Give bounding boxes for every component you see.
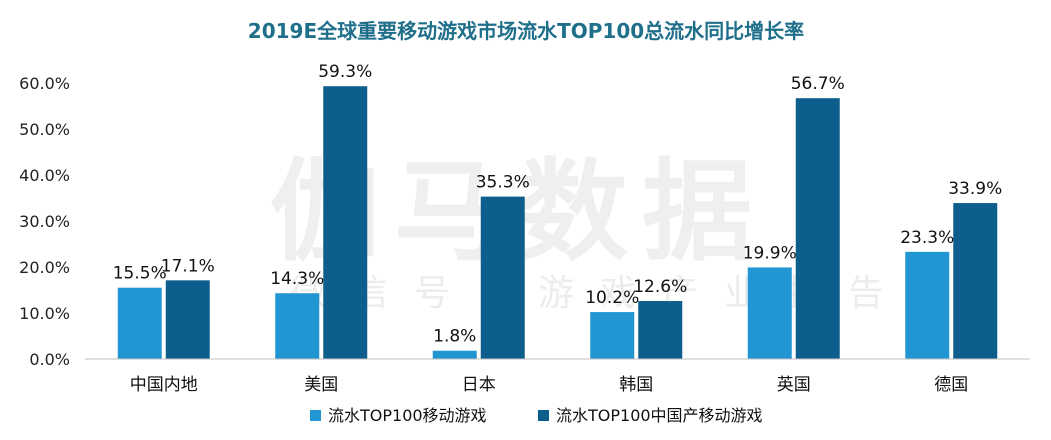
bar (953, 203, 998, 359)
bar (638, 301, 683, 359)
data-label: 33.9% (948, 179, 1002, 199)
y-tick-label: 10.0% (19, 304, 70, 323)
data-label: 59.3% (318, 62, 372, 82)
chart-title: 2019E全球重要移动游戏市场流水TOP100总流水同比增长率 (248, 19, 804, 43)
bar (795, 98, 840, 360)
bar (747, 267, 792, 359)
x-tick-label: 中国内地 (130, 375, 198, 395)
legend-swatch (310, 410, 321, 421)
bar (905, 251, 950, 359)
bar-group: 10.2%12.6% (585, 277, 687, 359)
bar (275, 293, 320, 359)
y-tick-label: 40.0% (19, 166, 70, 185)
y-tick-label: 50.0% (19, 120, 70, 139)
data-label: 17.1% (161, 256, 215, 276)
bar-group: 23.3% 33.9% (900, 179, 1002, 359)
y-tick-label: 0.0% (29, 350, 70, 369)
bar-group: 15.5%17.1% (113, 256, 215, 359)
data-label: 23.3% (900, 228, 954, 248)
data-label: 10.2% (585, 288, 639, 308)
x-tick-label: 韩国 (619, 375, 653, 395)
y-axis: 0.0% 10.0% 20.0% 30.0% 40.0% 50.0% 60.0% (19, 74, 70, 369)
legend: 流水TOP100移动游戏 流水TOP100中国产移动游戏 (310, 406, 763, 425)
legend-entry: 流水TOP100中国产移动游戏 (556, 406, 763, 425)
data-label: 14.3% (270, 269, 324, 289)
legend-swatch (538, 410, 549, 421)
bar (590, 312, 635, 359)
bar-group: 1.8% 35.3% (432, 173, 530, 359)
x-tick-label: 美国 (304, 375, 338, 395)
data-label: 35.3% (476, 173, 530, 193)
data-label: 19.9% (743, 243, 797, 263)
data-label: 56.7% (791, 74, 845, 94)
bar (480, 196, 525, 359)
legend-entry: 流水TOP100移动游戏 (328, 406, 487, 425)
x-tick-label: 德国 (934, 375, 968, 395)
data-label: 12.6% (633, 277, 687, 297)
data-label: 1.8% (433, 327, 476, 347)
x-tick-label: 英国 (777, 375, 811, 395)
bar (117, 287, 162, 359)
y-tick-label: 60.0% (19, 74, 70, 93)
x-axis: 中国内地 美国 日本 韩国 英国 德国 (85, 358, 1030, 395)
y-tick-label: 20.0% (19, 258, 70, 277)
bars: 15.5%17.1%14.3%59.3%1.8%35.3%10.2%12.6%1… (113, 62, 1002, 360)
bar (432, 350, 477, 359)
bar (165, 280, 210, 359)
y-tick-label: 30.0% (19, 212, 70, 231)
x-tick-label: 日本 (462, 375, 496, 395)
data-label: 15.5% (113, 264, 167, 284)
bar-group: 19.9% 56.7% (743, 74, 845, 360)
bar (323, 86, 368, 359)
bar-group: 14.3% 59.3% (270, 62, 372, 359)
